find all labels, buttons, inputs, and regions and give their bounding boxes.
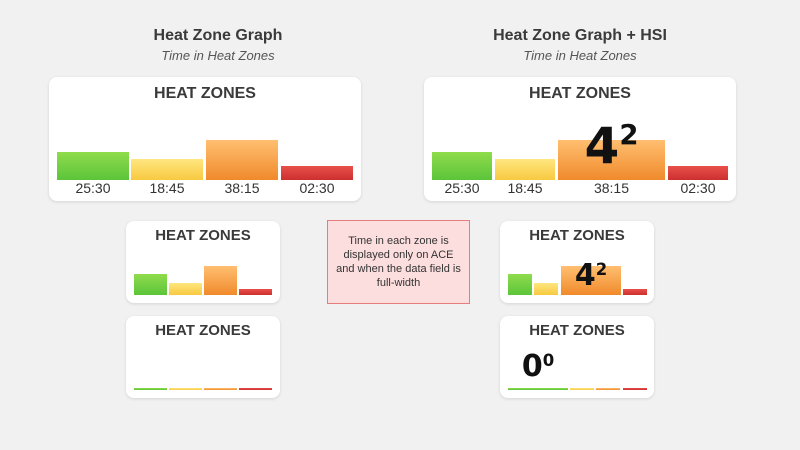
zone3-time: 38:15 xyxy=(593,180,630,196)
right-column-subtitle: Time in Heat Zones xyxy=(523,48,637,63)
zone2-bar xyxy=(169,388,202,390)
zone1-time: 25:30 xyxy=(75,180,111,196)
hsi-value: 42 xyxy=(561,261,621,291)
zone4-bar xyxy=(281,166,353,180)
zone2-bar xyxy=(534,283,558,295)
hsi-main-digit: 0 xyxy=(521,349,543,384)
zone2-bar xyxy=(570,388,594,390)
zone3-time: 38:15 xyxy=(224,180,260,196)
hsi-value: 00 xyxy=(508,352,568,382)
info-note: Time in each zone is displayed only on A… xyxy=(327,220,470,304)
card-title: HEAT ZONES xyxy=(154,85,256,102)
card-title: HEAT ZONES xyxy=(529,227,625,244)
zone2-bar xyxy=(169,283,202,295)
zone4-bar xyxy=(239,289,272,295)
zone3-bar xyxy=(558,140,665,180)
zone3-bar xyxy=(204,388,237,390)
zone1-time: 25:30 xyxy=(444,180,480,196)
zone2-time: 18:45 xyxy=(507,180,543,196)
card-title: HEAT ZONES xyxy=(155,322,251,339)
heat-zones-card-large-right: HEAT ZONES 42 25:30 18:45 38:15 02:30 xyxy=(424,77,736,201)
zone4-time: 02:30 xyxy=(680,180,716,196)
zone4-bar xyxy=(239,388,272,390)
zone2-time: 18:45 xyxy=(149,180,185,196)
card-title: HEAT ZONES xyxy=(529,322,625,339)
zone4-bar xyxy=(668,166,728,180)
left-column-subtitle: Time in Heat Zones xyxy=(161,48,275,63)
card-title: HEAT ZONES xyxy=(529,85,631,102)
zone3-bar xyxy=(204,266,237,295)
heat-zones-card-medium-left: HEAT ZONES xyxy=(126,221,280,303)
heat-zones-card-medium-right: HEAT ZONES 42 xyxy=(500,221,654,303)
right-column-title: Heat Zone Graph + HSI xyxy=(493,27,667,44)
zone1-bar xyxy=(508,274,532,295)
zone4-time: 02:30 xyxy=(299,180,335,196)
zone4-bar xyxy=(623,289,647,295)
heat-zones-card-large-left: HEAT ZONES 25:30 18:45 38:15 02:30 xyxy=(49,77,361,201)
zone3-bar xyxy=(206,140,278,180)
left-column-title: Heat Zone Graph xyxy=(153,27,283,44)
hsi-main-digit: 4 xyxy=(584,117,620,175)
zone1-bar xyxy=(432,152,492,180)
zone2-bar xyxy=(495,159,555,180)
zone1-bar xyxy=(57,152,129,180)
zone1-bar xyxy=(134,274,167,295)
zone2-bar xyxy=(131,159,203,180)
zone3-bar xyxy=(561,266,621,295)
card-title: HEAT ZONES xyxy=(155,227,251,244)
heat-zones-card-empty-left: HEAT ZONES xyxy=(126,316,280,398)
zone1-bar xyxy=(508,388,568,390)
hsi-sup-digit: 2 xyxy=(595,259,608,279)
zone1-bar xyxy=(134,388,167,390)
hsi-sup-digit: 2 xyxy=(619,119,639,152)
hsi-sup-digit: 0 xyxy=(542,350,555,370)
hsi-main-digit: 4 xyxy=(574,258,596,293)
heat-zones-card-empty-right: HEAT ZONES 00 xyxy=(500,316,654,398)
hsi-value: 42 xyxy=(558,121,665,171)
zone3-bar xyxy=(596,388,620,390)
info-note-text: Time in each zone is displayed only on A… xyxy=(336,235,461,289)
zone4-bar xyxy=(623,388,647,390)
